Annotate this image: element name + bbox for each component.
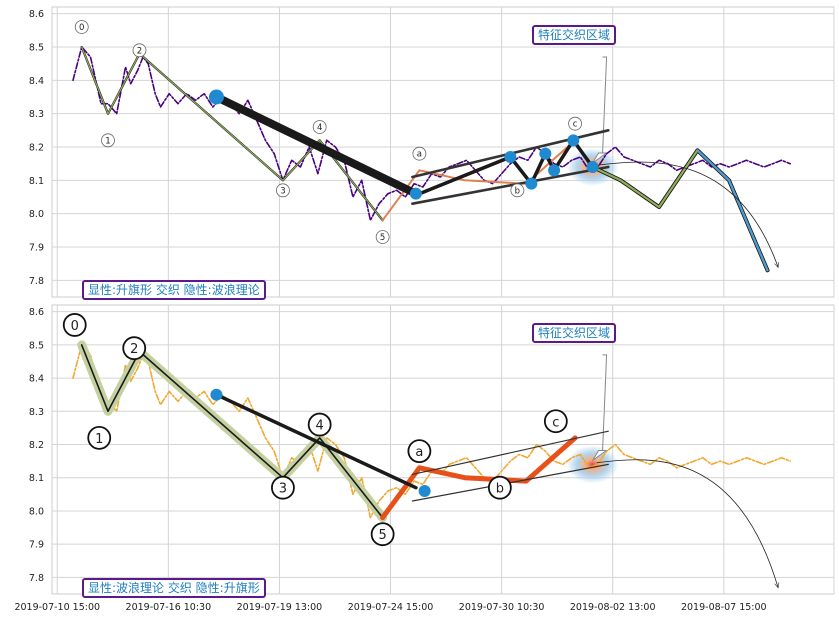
- wave-label: c: [573, 120, 578, 130]
- wave-label-circle: [312, 120, 327, 134]
- wave-label-circle: [276, 183, 290, 198]
- y-tick-label: 7.8: [29, 573, 44, 584]
- x-tick-label: 2019-08-07 15:00: [681, 602, 767, 613]
- wave-label: a: [417, 150, 422, 160]
- pivot-marker: [210, 388, 223, 401]
- wave-label-circle: [101, 133, 115, 148]
- wave-label-circle: [543, 409, 568, 434]
- panel-top: 7.8 7.9 8.0 8.1 8.2 8.3 8.4 8.5 8.6 0 1 2 3 4 5 a b c: [29, 6, 835, 298]
- channel-line: [411, 165, 610, 205]
- wave-label: a: [415, 445, 423, 460]
- y-tick-label: 8.5: [29, 43, 44, 54]
- y-tick-label: 7.9: [29, 540, 44, 551]
- bottom-panel-caption-text: 显性:波浪理论 交织 隐性:升旗形: [88, 581, 260, 595]
- y-tick-label: 8.6: [29, 9, 44, 20]
- trend-line: [214, 392, 418, 490]
- pivot-marker: [504, 151, 517, 163]
- x-tick-label: 2019-07-19 13:00: [237, 602, 323, 613]
- trend-line: [212, 93, 420, 198]
- zone-glow: [566, 445, 619, 484]
- bottom-zone-label: 特征交织区域: [532, 323, 617, 343]
- wave-label: 4: [316, 419, 324, 434]
- y-tick-label: 8.4: [29, 76, 44, 87]
- y-tick-label: 7.9: [29, 243, 44, 254]
- top-zone-label-text: 特征交织区域: [538, 28, 611, 42]
- y-tick-label: 8.4: [29, 374, 44, 385]
- pivot-marker: [548, 164, 561, 177]
- pivot-marker: [567, 134, 580, 147]
- projection-arrow: [596, 459, 778, 588]
- x-tick-label: 2019-07-30 10:30: [459, 602, 545, 613]
- wave-label: 4: [317, 123, 322, 133]
- wave-label-circle: [412, 146, 427, 161]
- top-panel-caption: 显性:升旗形 交织 隐性:波浪理论: [82, 280, 266, 300]
- wave-label-circle: [122, 336, 147, 361]
- pivot-marker: [525, 177, 538, 190]
- pivot-marker: [409, 187, 422, 200]
- wave-label-circle: [407, 439, 432, 464]
- y-tick-label: 8.1: [29, 473, 44, 484]
- y-tick-label: 8.5: [29, 340, 44, 351]
- projection-arrow: [596, 161, 778, 267]
- wave-label: 2: [137, 46, 142, 56]
- price-line: [72, 46, 792, 222]
- y-tick-label: 8.0: [29, 506, 44, 517]
- bottom-panel-caption: 显性:波浪理论 交织 隐性:升旗形: [82, 578, 266, 598]
- plot-area: [51, 6, 835, 298]
- projection-line: [696, 149, 769, 271]
- wave-label-circle: [487, 475, 512, 500]
- wave-label-circle: [271, 475, 295, 500]
- wave-label-circle: [74, 20, 89, 34]
- wave-label-circle: [370, 522, 395, 547]
- wave-label-circle: [87, 425, 112, 450]
- y-tick-label: 8.3: [29, 407, 44, 418]
- x-tick-label: 2019-08-02 13:00: [570, 602, 656, 613]
- top-zone-label: 特征交织区域: [532, 25, 617, 45]
- x-tick-label: 2019-07-10 15:00: [14, 602, 100, 613]
- pivot-marker: [539, 147, 552, 160]
- pivot-marker: [586, 161, 599, 173]
- plot-area: [51, 304, 835, 595]
- wave-label: 3: [280, 186, 285, 196]
- y-tick-label: 7.8: [29, 276, 44, 287]
- pivot-marker: [418, 485, 431, 498]
- pivot-marker: [208, 89, 224, 105]
- wave-label: 5: [380, 233, 385, 243]
- wave-label-circle: [568, 116, 582, 131]
- wave-label: b: [496, 482, 504, 497]
- wave-label: 1: [105, 136, 110, 146]
- wave-label: 1: [95, 432, 103, 447]
- y-tick-label: 8.2: [29, 440, 44, 451]
- wave-label: 0: [79, 23, 84, 33]
- wave-label: 3: [279, 482, 287, 497]
- wave-label-circle: [132, 43, 147, 58]
- y-tick-label: 8.3: [29, 109, 44, 120]
- y-tick-label: 8.1: [29, 176, 44, 187]
- x-tick-label: 2019-07-24 15:00: [348, 602, 434, 613]
- wave-line: [80, 344, 384, 519]
- x-tick-label: 2019-07-16 10:30: [126, 602, 212, 613]
- price-line: [72, 344, 792, 519]
- wave-label: b: [515, 186, 520, 196]
- wave-label: 5: [379, 528, 387, 543]
- wave-label: c: [552, 415, 559, 430]
- channel-line: [411, 430, 609, 475]
- wave-label-circle: [510, 183, 525, 198]
- y-tick-label: 8.6: [29, 307, 44, 318]
- wave-label-circle: [375, 230, 390, 244]
- bottom-zone-label-text: 特征交织区域: [538, 326, 611, 340]
- top-panel-caption-text: 显性:升旗形 交织 隐性:波浪理论: [88, 283, 260, 297]
- wave-label-circle: [62, 313, 87, 337]
- panel-bottom: 7.8 7.9 8.0 8.1 8.2 8.3 8.4 8.5 8.6 2019-07-10 15…: [14, 304, 835, 613]
- wave-label-circle: [307, 412, 332, 437]
- y-tick-label: 8.2: [29, 143, 44, 154]
- wave-label: 2: [130, 342, 138, 357]
- wave-label: 0: [71, 319, 79, 334]
- y-tick-label: 8.0: [29, 209, 44, 220]
